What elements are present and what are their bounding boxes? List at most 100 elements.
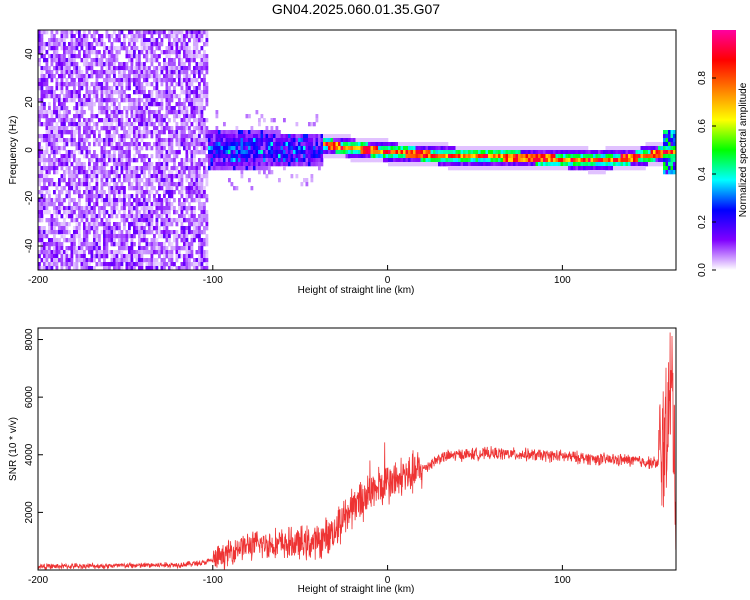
heatmap-cell <box>178 246 181 251</box>
heatmap-cell <box>530 146 534 151</box>
heatmap-cell <box>123 174 126 179</box>
heatmap-cell <box>63 102 66 107</box>
heatmap-cell <box>163 226 166 231</box>
heatmap-cell <box>143 38 146 43</box>
heatmap-cell <box>113 114 116 119</box>
heatmap-cell <box>45 158 49 163</box>
heatmap-cell <box>103 238 106 243</box>
heatmap-cell <box>83 210 86 215</box>
heatmap-cell <box>503 154 506 159</box>
heatmap-cell <box>78 122 81 127</box>
heatmap-cell <box>125 66 129 71</box>
heatmap-cell <box>155 262 159 267</box>
heatmap-cell <box>228 142 231 147</box>
heatmap-cell <box>185 174 189 179</box>
heatmap-cell <box>70 74 74 79</box>
heatmap-cell <box>200 102 204 107</box>
heatmap-cell <box>50 114 54 119</box>
heatmap-cell <box>185 110 189 115</box>
heatmap-cell <box>65 266 69 270</box>
heatmap-cell <box>528 158 531 163</box>
heatmap-cell <box>70 210 74 215</box>
heatmap-cell <box>143 126 146 131</box>
heatmap-cell <box>48 42 51 47</box>
heatmap-cell <box>218 138 221 143</box>
heatmap-cell <box>138 86 141 91</box>
heatmap-cell <box>463 146 466 151</box>
heatmap-cell <box>100 146 104 151</box>
heatmap-cell <box>170 178 174 183</box>
heatmap-cell <box>55 94 59 99</box>
heatmap-cell <box>408 142 411 147</box>
heatmap-cell <box>528 146 531 151</box>
heatmap-cell <box>565 166 569 171</box>
heatmap-cell <box>528 166 531 171</box>
heatmap-cell <box>443 162 446 167</box>
heatmap-cell <box>145 190 149 195</box>
heatmap-cell <box>105 118 109 123</box>
heatmap-cell <box>65 154 69 159</box>
heatmap-cell <box>103 98 106 103</box>
heatmap-cell <box>215 138 219 143</box>
heatmap-cell <box>583 150 586 155</box>
heatmap-cell <box>95 178 99 183</box>
heatmap-cell <box>603 162 606 167</box>
heatmap-cell <box>115 98 119 103</box>
heatmap-cell <box>135 78 139 83</box>
heatmap-cell <box>75 110 79 115</box>
heatmap-cell <box>38 42 41 47</box>
heatmap-cell <box>50 90 54 95</box>
heatmap-cell <box>503 158 506 163</box>
heatmap-cell <box>185 194 189 199</box>
heatmap-cell <box>38 238 41 243</box>
heatmap-cell <box>93 214 96 219</box>
heatmap-cell <box>220 134 224 139</box>
heatmap-cell <box>393 146 396 151</box>
heatmap-cell <box>430 146 434 151</box>
heatmap-cell <box>183 114 186 119</box>
heatmap-cell <box>133 114 136 119</box>
heatmap-cell <box>85 34 89 39</box>
heatmap-cell <box>143 102 146 107</box>
heatmap-cell <box>38 154 41 159</box>
heatmap-cell <box>238 154 241 159</box>
heatmap-cell <box>165 126 169 131</box>
heatmap-cell <box>133 34 136 39</box>
heatmap-cell <box>315 118 319 123</box>
heatmap-cell <box>115 90 119 95</box>
heatmap-cell <box>130 66 134 71</box>
heatmap-cell <box>440 142 444 147</box>
heatmap-cell <box>668 158 671 163</box>
heatmap-cell <box>180 62 184 67</box>
heatmap-cell <box>165 98 169 103</box>
heatmap-cell <box>125 214 129 219</box>
heatmap-cell <box>183 62 186 67</box>
heatmap-cell <box>413 150 416 155</box>
heatmap-cell <box>43 78 46 83</box>
heatmap-cell <box>158 158 161 163</box>
heatmap-cell <box>135 90 139 95</box>
heatmap-cell <box>103 106 106 111</box>
heatmap-cell <box>75 230 79 235</box>
heatmap-cell <box>430 158 434 163</box>
heatmap-cell <box>178 38 181 43</box>
heatmap-cell <box>128 142 131 147</box>
heatmap-cell <box>118 118 121 123</box>
heatmap-cell <box>88 126 91 131</box>
heatmap-cell <box>233 130 236 135</box>
heatmap-cell <box>123 34 126 39</box>
heatmap-cell <box>523 162 526 167</box>
heatmap-cell <box>50 226 54 231</box>
heatmap-cell <box>38 78 41 83</box>
heatmap-cell <box>575 162 579 167</box>
heatmap-cell <box>383 158 386 163</box>
heatmap-cell <box>155 226 159 231</box>
heatmap-cell <box>130 166 134 171</box>
heatmap-cell <box>553 154 556 159</box>
heatmap-cell <box>510 158 514 163</box>
heatmap-cell <box>215 166 219 171</box>
heatmap-cell <box>120 94 124 99</box>
heatmap-cell <box>148 146 151 151</box>
heatmap-cell <box>180 194 184 199</box>
heatmap-cell <box>445 154 449 159</box>
